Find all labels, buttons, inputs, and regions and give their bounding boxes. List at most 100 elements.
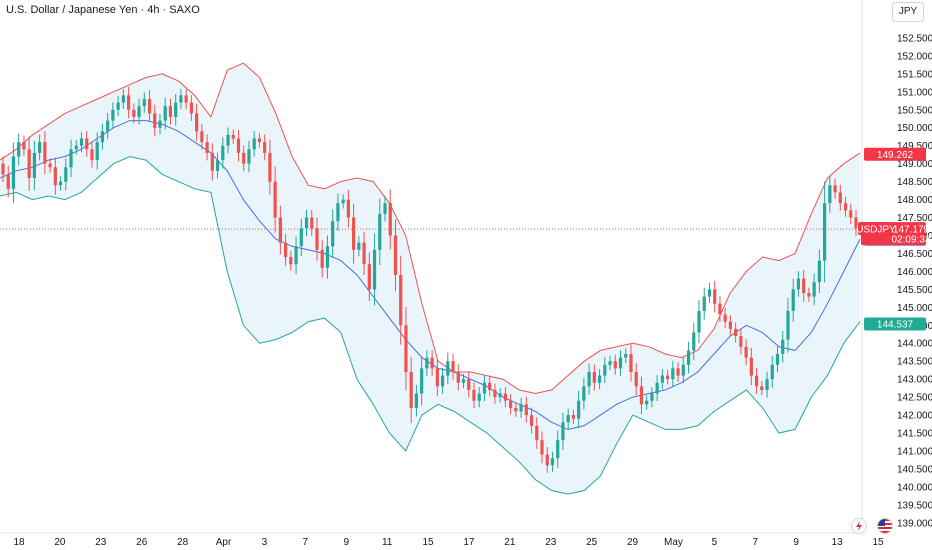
candle-body <box>765 379 769 390</box>
candle <box>383 195 387 222</box>
candle-body <box>817 260 821 283</box>
candle <box>231 129 235 144</box>
candle-body <box>634 371 638 387</box>
candle <box>163 97 167 130</box>
candle-body <box>509 400 513 408</box>
candle-body <box>577 400 581 419</box>
candle <box>85 130 89 157</box>
candle <box>331 209 335 259</box>
candle-body <box>472 389 476 401</box>
candle <box>393 219 398 292</box>
candle-body <box>236 138 241 153</box>
candle-body <box>393 235 398 275</box>
candle-body <box>352 217 356 250</box>
price-tags: 149.262146.900144.537USDJPY147.17902:09:… <box>856 147 931 331</box>
y-tick-label: 145.000 <box>897 303 932 314</box>
candle-body <box>843 203 848 211</box>
candle <box>571 409 576 425</box>
us-flag-icon[interactable] <box>877 518 893 534</box>
candle-body <box>142 99 146 107</box>
candle-body <box>482 382 487 394</box>
candle-body <box>184 95 188 103</box>
candle-body <box>828 185 832 204</box>
candle <box>765 371 769 398</box>
candle <box>461 373 466 389</box>
candle-body <box>195 113 199 132</box>
candle <box>310 209 314 236</box>
candle-body <box>728 321 733 329</box>
candle <box>257 133 262 148</box>
candle <box>451 353 455 380</box>
candle <box>817 249 821 293</box>
candle-body <box>383 203 387 214</box>
candle <box>770 356 774 388</box>
candle <box>168 98 173 125</box>
candle-body <box>519 404 523 412</box>
x-tick-label: 11 <box>382 537 393 548</box>
candle-body <box>770 364 774 380</box>
candle <box>226 127 230 154</box>
candle <box>676 361 680 383</box>
candle <box>430 350 434 376</box>
candle <box>48 158 52 173</box>
y-tick-label: 142.500 <box>897 393 932 404</box>
candle-body <box>681 364 685 376</box>
candle-body <box>79 138 84 146</box>
candle-body <box>488 382 492 390</box>
candle-body <box>545 454 549 466</box>
candle <box>807 287 811 302</box>
candle-body <box>524 404 528 416</box>
currency-selector[interactable]: JPY <box>892 2 924 22</box>
x-tick-label: 29 <box>627 537 639 548</box>
y-tick-label: 139.000 <box>897 518 932 529</box>
candle <box>446 352 450 385</box>
candle-body <box>493 389 497 398</box>
candle <box>587 363 591 395</box>
candle-body <box>692 332 696 351</box>
candle <box>210 143 214 181</box>
candle-body <box>451 361 455 372</box>
candle-body <box>64 167 68 182</box>
candle-body <box>27 149 31 179</box>
candle-body <box>571 415 576 419</box>
x-tick-label: 9 <box>343 537 349 548</box>
candle <box>545 447 549 473</box>
candle-body <box>1 163 5 175</box>
x-tick-label: 15 <box>872 537 884 548</box>
candle-body <box>786 310 790 340</box>
candle-body <box>69 149 73 168</box>
chart-title: U.S. Dollar / Japanese Yen · 4h · SAXO <box>6 4 200 16</box>
candle-body <box>22 142 26 150</box>
candle-body <box>38 142 42 153</box>
candle <box>158 114 162 135</box>
candle-body <box>168 106 173 117</box>
y-tick-label: 142.000 <box>897 411 932 422</box>
candle-body <box>247 149 251 164</box>
candle-body <box>205 142 209 153</box>
basis-line <box>0 120 861 430</box>
candle <box>252 130 256 157</box>
candle-body <box>645 400 649 405</box>
candle-body <box>791 289 795 311</box>
candle <box>467 371 471 398</box>
candle <box>660 369 664 390</box>
lightning-icon[interactable] <box>851 518 867 534</box>
candle <box>477 387 481 408</box>
candle <box>236 129 241 162</box>
candle-body <box>587 371 591 387</box>
candle <box>613 354 617 375</box>
candle <box>760 380 764 396</box>
candle-body <box>6 174 10 189</box>
candle <box>22 135 26 156</box>
y-tick-label: 141.500 <box>897 429 932 440</box>
candle <box>707 282 712 304</box>
candle-body <box>514 407 518 412</box>
upper-band-tag-text: 149.262 <box>877 150 914 161</box>
candle-body <box>53 167 57 186</box>
candle <box>692 322 696 361</box>
candle-body <box>357 242 361 250</box>
candle-body <box>802 278 806 293</box>
candle <box>624 348 628 363</box>
x-tick-label: 13 <box>832 537 844 548</box>
